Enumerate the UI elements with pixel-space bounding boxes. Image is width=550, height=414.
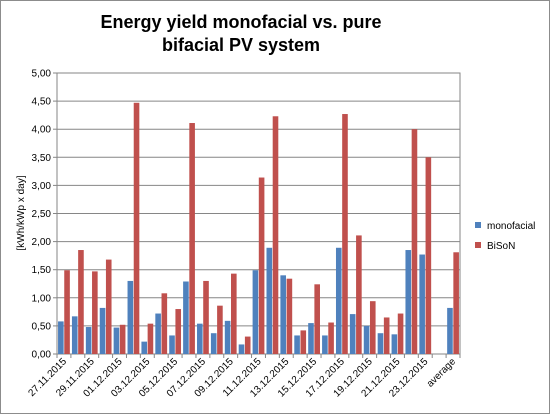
bar-monofacial: [419, 254, 425, 354]
y-tick-label: 5,00: [32, 69, 52, 80]
bars: [58, 102, 459, 354]
bar-bison: [92, 271, 98, 354]
y-tick-label: 2,00: [32, 237, 52, 248]
bar-monofacial: [391, 334, 398, 354]
chart-title-line-1: Energy yield monofacial vs. pure: [100, 12, 382, 32]
y-tick-label: 2,50: [32, 209, 52, 220]
bar-bison: [383, 317, 390, 354]
bar-bison: [342, 114, 348, 354]
bar-monofacial: [85, 327, 92, 354]
bar-bison: [272, 116, 279, 354]
chart-title-line-2: bifacial PV system: [161, 35, 321, 55]
bar-monofacial: [266, 247, 273, 354]
bar-monofacial: [99, 307, 106, 354]
bar-bison: [397, 313, 404, 354]
x-axis-ticks: 27.11.201529.11.201501.12.201503.12.2015…: [26, 354, 461, 400]
bar-monofacial: [349, 314, 356, 354]
bar-bison: [161, 293, 168, 354]
legend-swatch-bison: [475, 242, 481, 248]
legend-label-monofacial: monofacial: [487, 221, 535, 232]
bar-bison: [244, 336, 251, 354]
y-tick-label: 3,00: [32, 181, 52, 192]
bar-bison: [175, 309, 182, 354]
bar-bison: [203, 280, 209, 354]
bar-monofacial: [127, 280, 134, 354]
bar-monofacial: [335, 247, 342, 354]
bar-bison: [231, 273, 237, 354]
bar-monofacial: [294, 335, 300, 354]
bar-monofacial: [447, 307, 453, 354]
bar-monofacial: [238, 344, 245, 354]
bar-monofacial: [210, 333, 217, 354]
bar-monofacial: [113, 327, 120, 354]
legend-swatch-monofacial: [475, 222, 481, 228]
bar-monofacial: [183, 281, 189, 354]
bar-bison: [425, 157, 432, 354]
bar-bison: [328, 322, 334, 354]
bar-bison: [314, 284, 320, 354]
bar-bison: [78, 250, 84, 354]
bar-bison: [356, 235, 362, 354]
bar-bison: [411, 129, 418, 354]
bar-monofacial: [58, 321, 64, 354]
bar-bison: [133, 102, 140, 354]
bar-monofacial: [169, 335, 175, 354]
y-tick-label: 4,50: [32, 97, 52, 108]
bar-bison: [64, 270, 70, 354]
bar-monofacial: [141, 341, 148, 354]
bar-monofacial: [197, 323, 203, 354]
y-tick-label: 0,00: [32, 350, 52, 361]
legend-label-bison: BiSoN: [487, 241, 515, 252]
bar-monofacial: [363, 325, 370, 354]
gridlines: [57, 72, 460, 327]
bar-bison: [105, 259, 112, 354]
y-tick-label: 4,00: [32, 125, 52, 136]
bar-bison: [147, 323, 154, 354]
bar-bison: [453, 252, 459, 354]
bar-monofacial: [224, 320, 231, 354]
y-tick-label: 3,50: [32, 153, 52, 164]
bar-bison: [258, 177, 265, 354]
y-axis-ticks: 0,00 0,50 1,00 1,50 2,00 2,50 3,00 3,50 4,00 4,50…: [32, 69, 57, 361]
bar-monofacial: [71, 316, 78, 354]
y-tick-label: 0,50: [32, 321, 52, 332]
y-tick-label: 1,00: [32, 293, 52, 304]
bar-monofacial: [405, 250, 412, 354]
bar-monofacial: [308, 323, 314, 354]
bar-bison: [369, 301, 376, 354]
bar-monofacial: [322, 335, 328, 354]
bar-bison: [119, 324, 126, 354]
chart-title: Energy yield monofacial vs. pure bifacia…: [41, 11, 441, 57]
bar-monofacial: [377, 333, 384, 354]
y-axis-title: [kWh/kWp x day]: [16, 175, 27, 250]
legend: monofacial BiSoN: [475, 221, 535, 252]
bar-bison: [217, 305, 223, 354]
bar-bison: [286, 278, 293, 354]
bar-monofacial: [280, 275, 286, 354]
bar-bison: [189, 123, 195, 354]
bar-monofacial: [252, 270, 259, 354]
bar-monofacial: [155, 313, 161, 354]
y-tick-label: 1,50: [32, 265, 52, 276]
x-tick-label: average: [425, 356, 459, 390]
bar-bison: [300, 330, 307, 354]
